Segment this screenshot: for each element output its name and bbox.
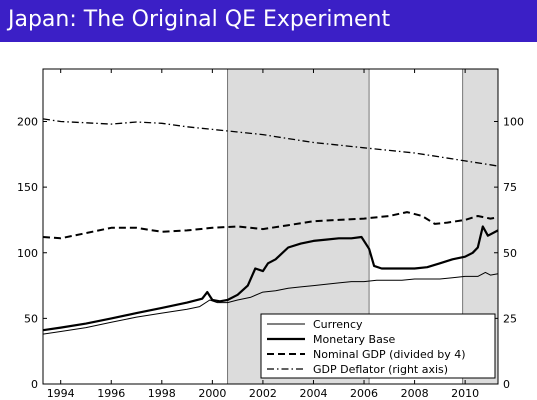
y2-tick-label: 75 bbox=[503, 181, 517, 194]
y-tick-label: 0 bbox=[31, 378, 38, 391]
y2-tick-label: 25 bbox=[503, 312, 517, 325]
legend: Currency Monetary Base Nominal GDP (divide… bbox=[260, 313, 496, 379]
x-tick-label: 2006 bbox=[350, 387, 378, 400]
plot-frame bbox=[42, 68, 499, 385]
y2-tick-label: 50 bbox=[503, 247, 517, 260]
x-tick-label: 1996 bbox=[97, 387, 125, 400]
series-line-monetary-base bbox=[42, 225, 499, 332]
slide-header: Japan: The Original QE Experiment bbox=[0, 0, 537, 42]
x-tick-label: 2010 bbox=[451, 387, 479, 400]
x-tick-label: 1998 bbox=[148, 387, 176, 400]
y2-tick-label: 100 bbox=[503, 116, 524, 129]
x-tick-label: 2000 bbox=[198, 387, 226, 400]
series-line-gdp-deflator-right-axis bbox=[42, 118, 499, 167]
series-line-currency bbox=[42, 271, 499, 335]
y2-tick-label: 0 bbox=[503, 378, 510, 391]
x-tick-label: 2008 bbox=[401, 387, 429, 400]
y-tick-label: 50 bbox=[24, 312, 38, 325]
legend-label: GDP Deflator (right axis) bbox=[313, 363, 448, 376]
legend-label: Currency bbox=[313, 318, 363, 331]
slide-title: Japan: The Original QE Experiment bbox=[8, 7, 391, 32]
y-tick-label: 100 bbox=[17, 247, 38, 260]
x-tick-label: 2002 bbox=[249, 387, 277, 400]
x-tick-label: 1994 bbox=[47, 387, 75, 400]
legend-box bbox=[260, 313, 496, 379]
y-tick-label: 150 bbox=[17, 181, 38, 194]
series-lines bbox=[42, 118, 499, 335]
x-tick-label: 2004 bbox=[299, 387, 327, 400]
axis-ticks: 1994 1996 1998 2000 2002 2004 2006 2008 20100501… bbox=[17, 69, 524, 400]
legend-label: Nominal GDP (divided by 4) bbox=[313, 348, 466, 361]
y-tick-label: 200 bbox=[17, 116, 38, 129]
legend-label: Monetary Base bbox=[313, 333, 396, 346]
